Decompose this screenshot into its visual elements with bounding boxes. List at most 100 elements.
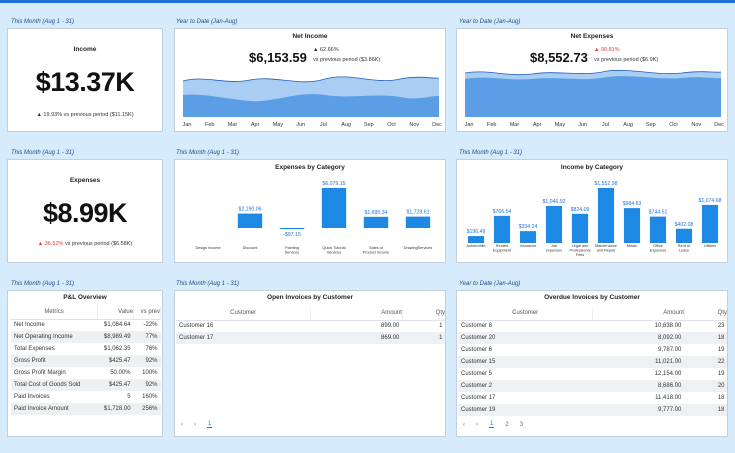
table-row[interactable]: Customer 17 869.00 1 (176, 332, 445, 344)
x-tick-label: Oct (387, 122, 396, 128)
card-title: Open Invoices by Customer (267, 294, 353, 301)
bar[interactable] (237, 213, 263, 228)
column-header[interactable]: Qty (402, 307, 445, 321)
net-income-card[interactable]: Net Income $6,153.59 ▲ 62.66% vs previou… (174, 28, 446, 132)
x-tick-label: Sales of (369, 246, 384, 250)
table-cell: 50.00% (110, 370, 131, 376)
bar[interactable] (519, 231, 537, 243)
overdue-invoices-card[interactable]: Overdue Invoices by Customer Customer Amo… (456, 290, 728, 437)
bar[interactable] (363, 216, 389, 228)
chevron-right-icon[interactable]: › (194, 421, 196, 428)
bar[interactable] (649, 216, 667, 243)
table-cell: Customer 5 (461, 371, 493, 377)
table-cell: $8,989.49 (97, 331, 134, 343)
table-cell: 18 (684, 404, 727, 416)
chevron-left-icon[interactable]: ‹ (463, 421, 465, 428)
section-label: This Month (Aug 1 - 31) (176, 150, 240, 156)
expenses-by-category-card[interactable]: Expenses by Category Design income $2,190… (174, 159, 446, 263)
table-row[interactable]: Gross Profit Margin 50.00% 100% (11, 367, 161, 379)
table-row[interactable]: Paid Invoices 5 160% (11, 391, 161, 403)
column-header[interactable]: Metrics (11, 306, 99, 320)
chevron-left-icon[interactable]: ‹ (181, 421, 183, 428)
table-row[interactable]: Total Cost of Goods Sold $425.47 92% (11, 379, 161, 391)
card-title: Net Expenses (570, 33, 614, 40)
bar[interactable] (545, 205, 563, 243)
bar[interactable] (623, 208, 641, 243)
table-row[interactable]: Customer 2 8,686.00 20 (458, 380, 727, 392)
table-row[interactable]: Customer 15 11,021.00 22 (458, 356, 727, 368)
table-cell: $1,084.64 (103, 322, 131, 329)
kpi-value: $6,153.59 (249, 50, 307, 65)
income-by-category-card[interactable]: Income by Category $196.49 Automobile $766… (456, 159, 728, 263)
card-title: P&L Overview (63, 294, 107, 301)
bar[interactable] (701, 204, 719, 243)
table-row[interactable]: Customer 17 11,418.00 18 (458, 392, 727, 404)
x-tick-label: Quick Tutorial (322, 246, 345, 250)
x-tick-label: Feb (487, 122, 496, 128)
x-tick-label: Apr (533, 122, 542, 128)
table-row[interactable]: Total Expenses $1,062.35 76% (11, 343, 161, 355)
table-row[interactable]: Gross Profit $425.47 92% (11, 355, 161, 367)
column-header[interactable]: Customer (176, 307, 312, 321)
page-number[interactable]: 1 (207, 421, 213, 428)
table-row[interactable]: Paid Invoice Amount $1,728.00 256% (11, 403, 161, 415)
bar[interactable] (467, 236, 485, 243)
bar[interactable] (597, 188, 615, 243)
column-header[interactable]: vs prev (133, 306, 161, 320)
page-number[interactable]: 2 (505, 421, 509, 428)
open-invoices-card[interactable]: Open Invoices by Customer Customer Amount… (174, 290, 446, 437)
column-header[interactable]: Value (97, 306, 135, 320)
section-label: Year to Date (Jan-Aug) (176, 19, 238, 25)
table-row[interactable]: Customer 6 9,787.00 19 (458, 344, 727, 356)
table-cell: Customer 16 (179, 323, 214, 330)
bar[interactable] (493, 215, 511, 243)
change-badge: ▲ 36.52% (37, 241, 64, 247)
column-header[interactable]: Amount (310, 307, 403, 321)
column-header[interactable]: Customer (458, 307, 594, 321)
section-label: This Month (Aug 1 - 31) (459, 150, 523, 156)
table-row[interactable]: Net Income $1,084.64 -22% (11, 319, 161, 331)
page-number[interactable]: 1 (489, 421, 495, 428)
table-cell: 92% (133, 355, 161, 367)
table-row[interactable]: Net Operating Income $8,989.49 77% (11, 331, 161, 343)
expenses-card[interactable]: Expenses $8.99K ▲ 36.52% vs previous per… (7, 159, 163, 263)
table-cell: Customer 17 (176, 332, 311, 344)
net-expenses-area-chart: Jan Feb Mar Apr May Jun Jul Aug Sep Oct Nov Dec (465, 69, 724, 128)
chevron-right-icon[interactable]: › (476, 421, 478, 428)
bar[interactable] (571, 213, 589, 243)
table-cell: 19 (717, 371, 725, 377)
x-tick-label: Meals (627, 244, 637, 248)
section-label: This Month (Aug 1 - 31) (176, 281, 240, 287)
table-row[interactable]: Customer 8 10,638.00 23 (458, 320, 727, 332)
section-label: Year to Date (Jan-Aug) (459, 281, 521, 287)
bar[interactable] (405, 216, 431, 228)
table-row[interactable]: Customer 5 12,154.00 19 (458, 368, 727, 380)
column-header[interactable]: Qty (684, 307, 727, 321)
table-cell: Customer 19 (458, 404, 593, 416)
net-expenses-card[interactable]: Net Expenses $8,552.73 ▲ 90.81% vs previ… (456, 28, 728, 132)
x-tick-label: Jun (578, 122, 587, 128)
table-row[interactable]: Customer 20 8,092.00 18 (458, 332, 727, 344)
pl-overview-card[interactable]: P&L Overview Metrics Value vs prev Net Inc… (7, 290, 163, 437)
x-tick-label: expenses (546, 249, 562, 253)
bar[interactable] (279, 228, 305, 229)
x-tick-label: Dec (432, 122, 442, 128)
bar[interactable] (321, 188, 347, 228)
kpi-value: $13.37K (35, 67, 135, 97)
change-badge: ▲ 62.66% (313, 47, 339, 53)
income-card[interactable]: Income $13.37K ▲ 19.93% vs previous peri… (7, 28, 163, 132)
data-label: $334.24 (519, 224, 538, 230)
x-tick-label: Expenses (650, 249, 667, 253)
card-title: Expenses (69, 177, 101, 184)
compare-text: vs previous period ($3.86K) (313, 57, 381, 63)
table-row[interactable]: Customer 19 9,777.00 18 (458, 404, 727, 416)
table-cell: 9,777.00 (592, 404, 685, 416)
column-header[interactable]: Amount (592, 307, 685, 321)
bar[interactable] (675, 228, 693, 243)
pl-table: Metrics Value vs prev Net Income $1,084.64 -… (11, 306, 161, 415)
x-tick-label: Discount (243, 246, 259, 250)
table-row[interactable]: Customer 16 899.00 1 (176, 320, 445, 332)
page-number[interactable]: 3 (519, 421, 524, 428)
net-income-area-chart: Jan Feb Mar Apr May Jun Jul Aug Sep Oct Nov Dec (183, 76, 442, 128)
